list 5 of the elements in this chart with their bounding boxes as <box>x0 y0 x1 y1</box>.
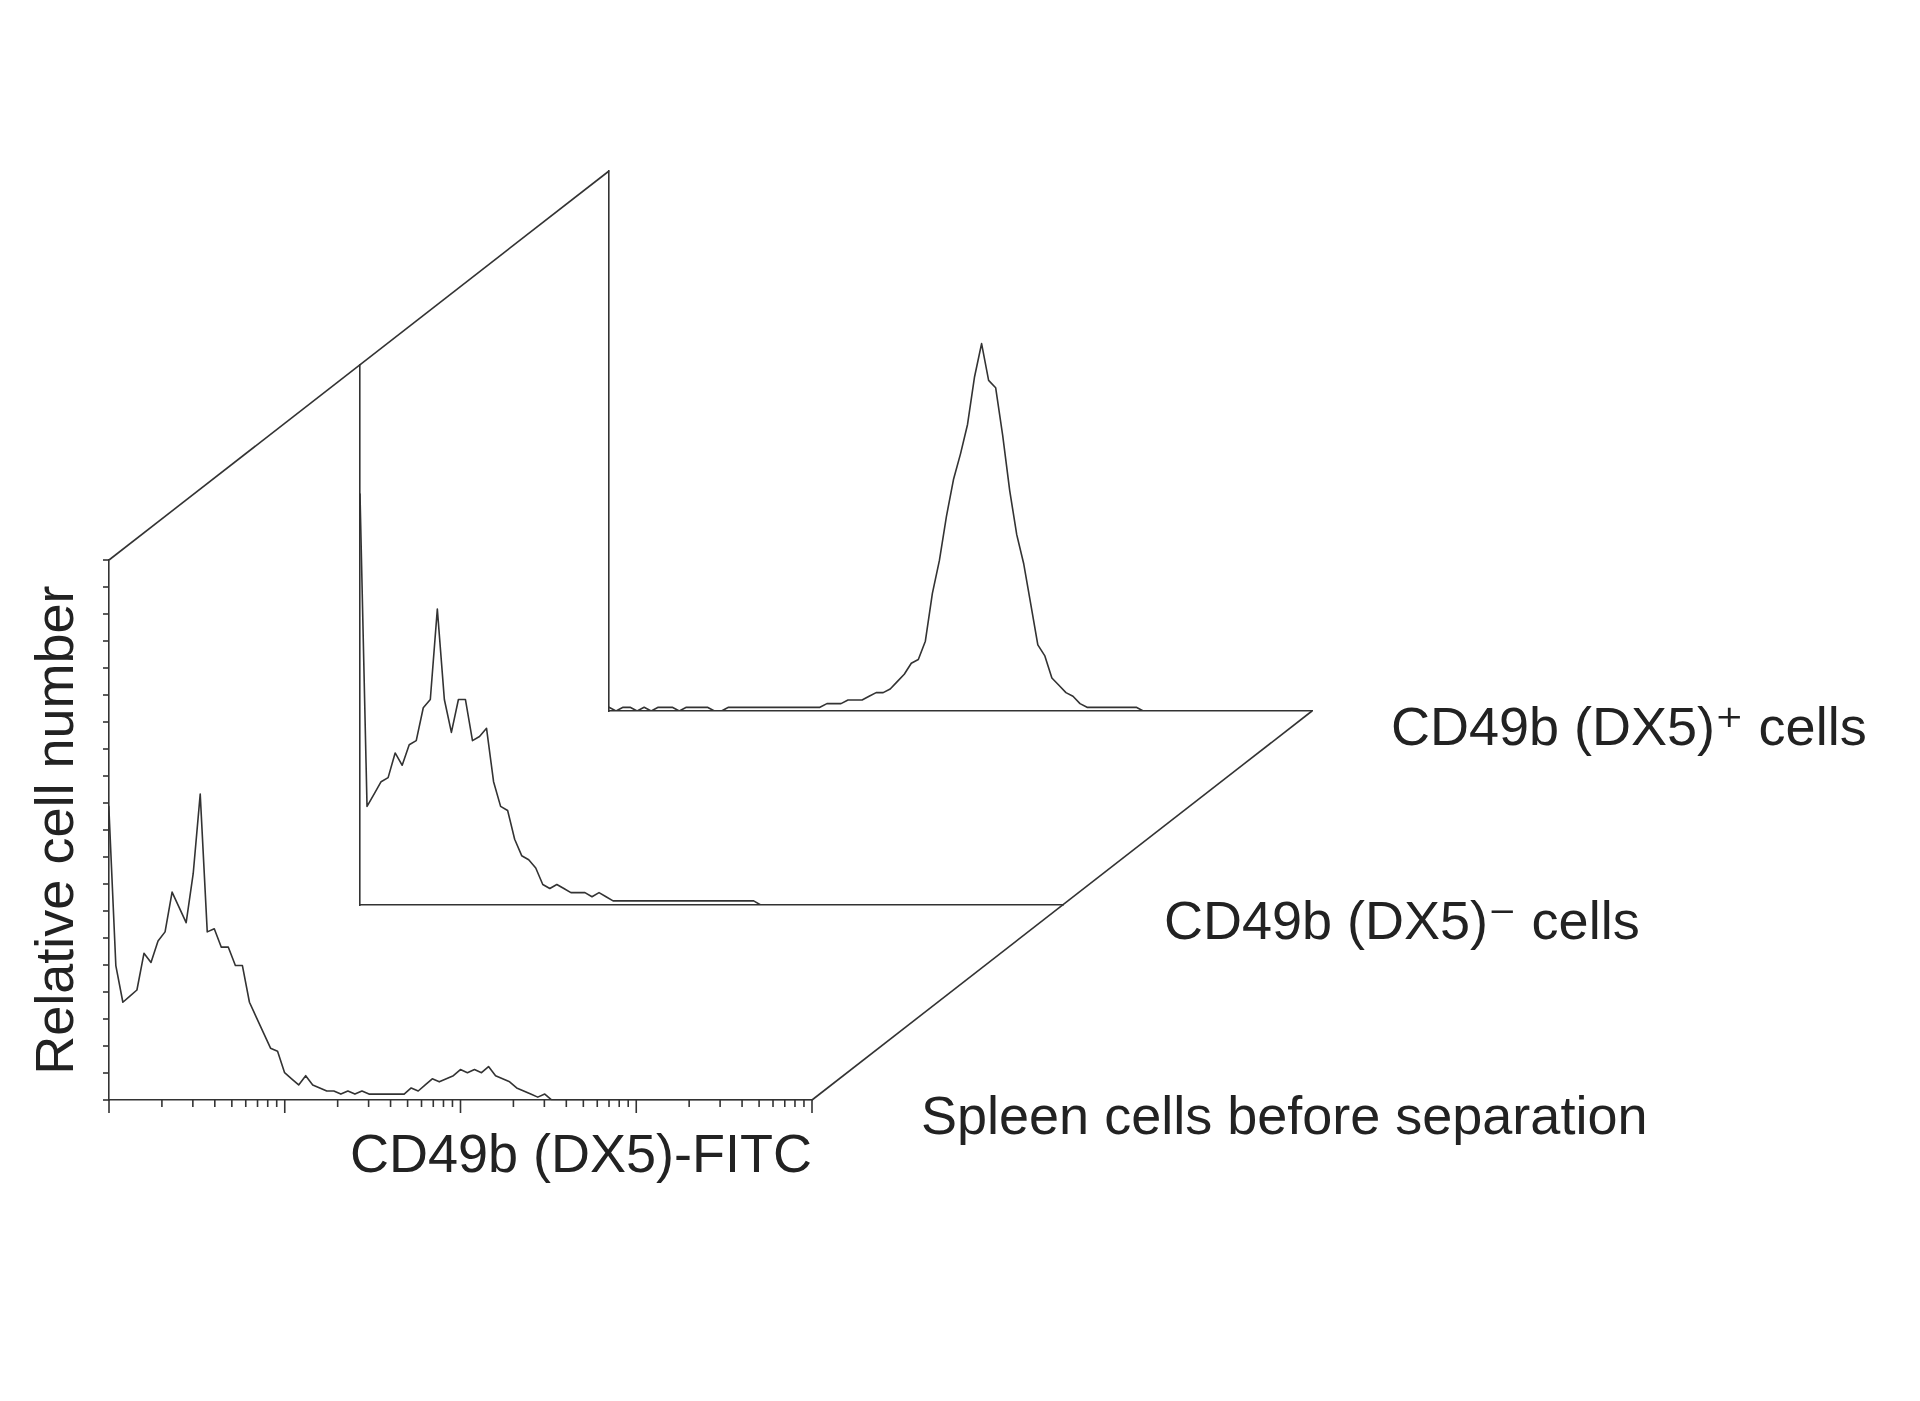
x-axis-title: CD49b (DX5)-FITC <box>350 1123 813 1184</box>
series-label: CD49b (DX5)⁺ cells <box>1391 694 1867 758</box>
legend-label: Spleen cells before separation <box>920 1083 1648 1147</box>
y-axis-title: Relative cell number <box>24 585 85 1075</box>
series-label: CD49b (DX5)⁻ cells <box>1164 888 1640 952</box>
